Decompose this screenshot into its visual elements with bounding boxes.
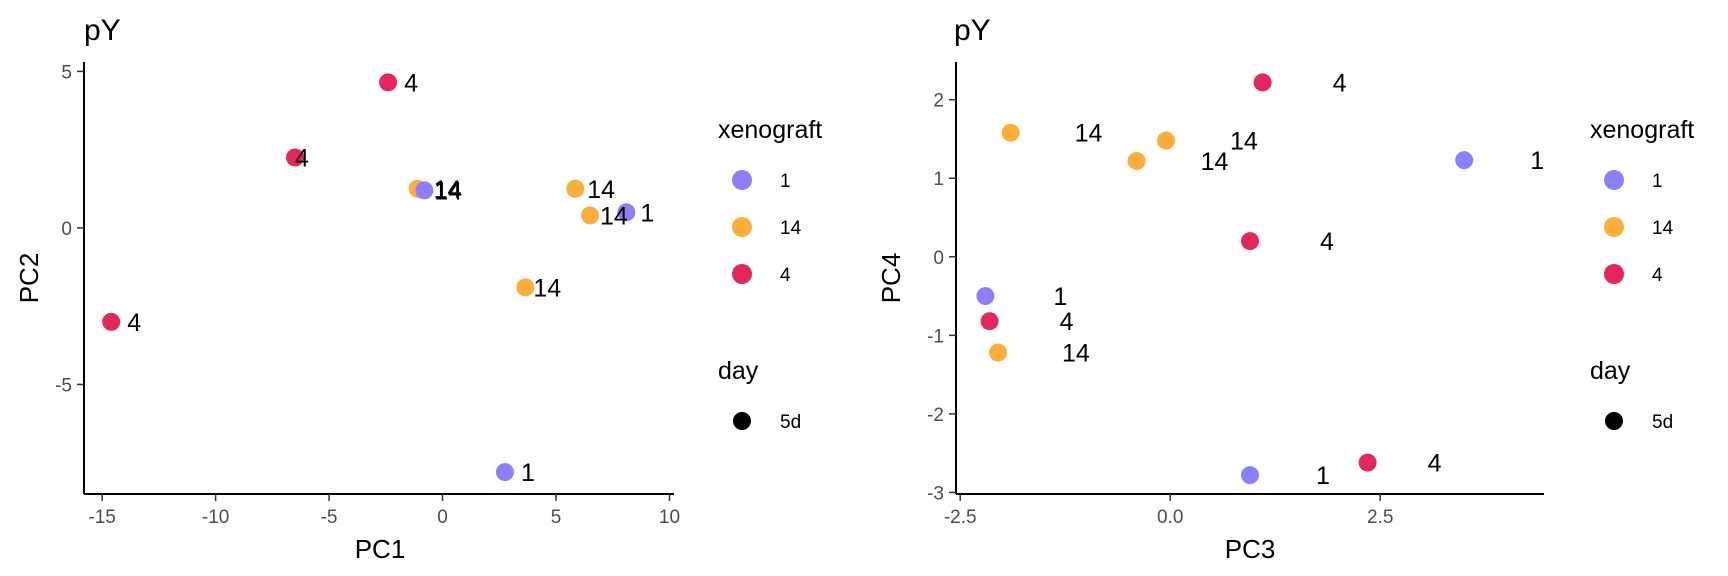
data-point	[1358, 453, 1377, 472]
data-point-label: 4	[127, 309, 141, 337]
legend: xenograft 1 14 4 day 5d	[718, 116, 822, 433]
data-point	[516, 278, 535, 297]
legend-key-shape	[1605, 412, 1623, 430]
data-point	[1241, 232, 1259, 251]
data-point	[495, 463, 514, 482]
data-point-label: 1	[1316, 462, 1330, 490]
data-point-label: 4	[295, 144, 309, 172]
data-point-label: 14	[1230, 128, 1258, 156]
data-point	[989, 343, 1007, 362]
legend-label-4: 4	[780, 265, 791, 286]
data-point-label: 14	[1201, 148, 1229, 176]
y-axis-title: PC4	[876, 253, 906, 304]
data-point	[1127, 151, 1146, 170]
legend-label-14: 14	[780, 218, 802, 239]
legend-label-5d: 5d	[1652, 412, 1673, 433]
legend-title-xenograft: xenograft	[1590, 116, 1694, 144]
data-point	[379, 73, 398, 92]
data-point	[1241, 466, 1259, 485]
legend-label-1: 1	[1652, 171, 1663, 192]
legend-label-14: 14	[1652, 218, 1674, 239]
x-axis-title: PC1	[355, 534, 406, 564]
data-point	[1157, 131, 1175, 150]
y-tick-label: -3	[927, 483, 944, 504]
chart-title: pY	[84, 14, 121, 47]
x-tick-label: 10	[659, 507, 680, 528]
legend-label-4: 4	[1652, 265, 1663, 286]
data-point	[1001, 123, 1020, 142]
y-tick-label: 0	[61, 219, 72, 240]
data-point	[617, 203, 636, 222]
y-axis-title: PC2	[14, 253, 44, 304]
y-tick-label: -1	[927, 326, 944, 347]
data-point-label: 4	[1060, 308, 1074, 336]
legend-key-shape	[733, 412, 751, 430]
legend-label-5d: 5d	[780, 412, 801, 433]
data-point-label: 1	[1530, 147, 1544, 175]
data-point-label: 14	[434, 176, 462, 204]
legend-key-14	[732, 217, 752, 237]
x-tick-label: 2.5	[1367, 507, 1393, 528]
legend-key-4	[1604, 264, 1624, 284]
x-tick-label: 0	[437, 507, 448, 528]
data-point-label: 14	[434, 177, 462, 205]
x-axis-title: PC3	[1225, 534, 1276, 564]
data-point-label: 1	[521, 459, 535, 487]
data-point	[566, 179, 585, 198]
data-point-label: 14	[533, 274, 561, 302]
chart-title: pY	[954, 14, 991, 47]
legend-title-day: day	[718, 357, 759, 385]
legend-title-day: day	[1590, 357, 1631, 385]
data-point-label: 4	[1428, 450, 1442, 478]
x-tick-label: -15	[88, 507, 115, 528]
legend: xenograft 1 14 4 day 5d	[1590, 116, 1694, 433]
x-tick-label: -2.5	[944, 507, 977, 528]
y-tick-label: -2	[927, 405, 944, 426]
data-point-label: 1	[640, 199, 654, 227]
data-point-label: 4	[404, 69, 418, 97]
data-point-label: 14	[600, 202, 628, 230]
x-tick-label: -5	[321, 507, 338, 528]
legend-key-4	[732, 264, 752, 284]
data-point-label: 4	[1320, 228, 1334, 256]
data-point	[415, 181, 434, 200]
data-point	[1455, 151, 1474, 170]
y-tick-label: 5	[61, 62, 72, 83]
legend-key-14	[1604, 217, 1624, 237]
data-point-label: 14	[1075, 120, 1103, 148]
data-point-label: 1	[1053, 283, 1067, 311]
data-point-label: 4	[1333, 69, 1347, 97]
y-tick-label: -5	[55, 375, 72, 396]
y-tick-label: 1	[933, 169, 944, 190]
data-point	[1253, 73, 1272, 92]
legend-key-1	[1604, 170, 1624, 190]
x-tick-label: 5	[551, 507, 562, 528]
legend-label-1: 1	[780, 171, 791, 192]
data-point-label: 14	[1062, 340, 1090, 368]
data-point	[581, 206, 600, 225]
data-point	[976, 287, 995, 306]
data-point	[286, 148, 305, 167]
legend-title-xenograft: xenograft	[718, 116, 822, 144]
y-tick-label: 2	[933, 91, 944, 112]
x-tick-label: -10	[202, 507, 229, 528]
data-point	[102, 312, 121, 331]
data-point	[980, 312, 999, 331]
legend-key-1	[732, 170, 752, 190]
y-tick-label: 0	[933, 248, 944, 269]
x-tick-label: 0.0	[1157, 507, 1183, 528]
data-point-label: 14	[587, 176, 615, 204]
